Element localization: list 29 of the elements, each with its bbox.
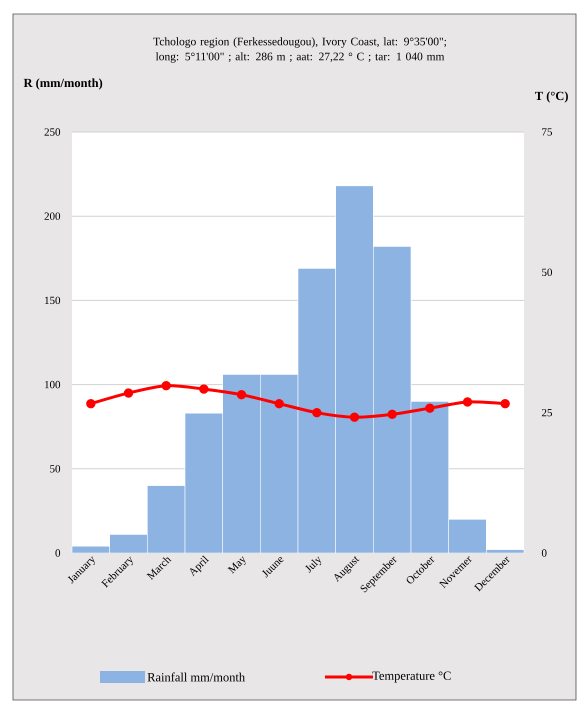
y-tick-label: 250	[44, 128, 60, 136]
point	[86, 398, 96, 408]
point	[199, 384, 209, 394]
y2-axis-title: T (°C)	[534, 91, 568, 103]
chart-title: Tchologo region (Ferkessedougou), Ivory Coast, lat: 9°35'00"; long: 5°11'00" ; alt: 286 m ; aat: 27,22 ° C ; tar: 1 040 mm	[153, 37, 446, 63]
legend-label: Rainfall mm/month	[148, 672, 245, 682]
point	[500, 398, 510, 408]
point	[236, 390, 246, 400]
y2-tick-label: 25	[542, 408, 552, 416]
y2-tick-label: 0	[542, 549, 547, 557]
y2-tick-label: 50	[542, 268, 552, 276]
point	[124, 388, 134, 398]
y-tick-label: 100	[45, 380, 60, 388]
y-axis-title: R (mm/month)	[24, 78, 102, 90]
point	[312, 408, 322, 418]
y2-tick-label: 75	[542, 128, 552, 136]
y-tick-label: 150	[45, 296, 60, 304]
point	[161, 381, 171, 390]
y-tick-label: 0	[55, 549, 60, 557]
x-tick-label: May	[228, 556, 246, 574]
point	[462, 397, 472, 407]
point	[350, 412, 360, 422]
point	[274, 398, 284, 408]
point	[387, 410, 397, 420]
legend-label: Temperature °C	[372, 672, 451, 682]
y-tick-label: 50	[50, 465, 60, 472]
x-tick-label: July	[305, 556, 322, 573]
point	[425, 403, 435, 413]
y-tick-label: 200	[44, 212, 60, 220]
